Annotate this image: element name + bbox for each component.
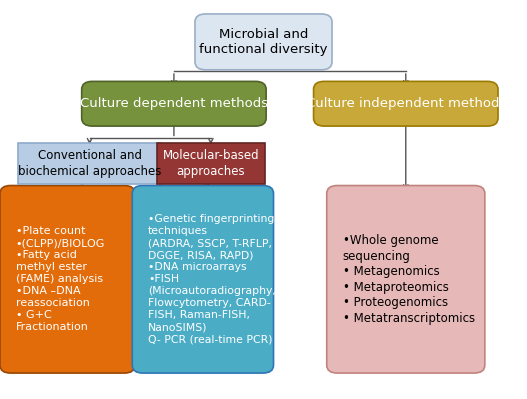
Text: Molecular-based
approaches: Molecular-based approaches xyxy=(162,149,259,178)
FancyBboxPatch shape xyxy=(18,143,161,184)
Text: Culture dependent methods: Culture dependent methods xyxy=(80,97,268,110)
FancyBboxPatch shape xyxy=(314,81,498,126)
FancyBboxPatch shape xyxy=(0,186,135,373)
FancyBboxPatch shape xyxy=(195,14,332,70)
Text: Microbial and
functional diversity: Microbial and functional diversity xyxy=(199,28,328,56)
Text: Conventional and
biochemical approaches: Conventional and biochemical approaches xyxy=(18,149,161,178)
Text: •Plate count
•(CLPP)/BIOLOG
•Fatty acid
methyl ester
(FAME) analysis
•DNA –DNA
r: •Plate count •(CLPP)/BIOLOG •Fatty acid … xyxy=(16,226,105,332)
FancyBboxPatch shape xyxy=(132,186,274,373)
FancyBboxPatch shape xyxy=(82,81,266,126)
FancyBboxPatch shape xyxy=(327,186,485,373)
Text: Culture independent methods: Culture independent methods xyxy=(306,97,506,110)
FancyBboxPatch shape xyxy=(157,143,265,184)
Text: •Genetic fingerprinting
techniques
(ARDRA, SSCP, T-RFLP,
DGGE, RISA, RAPD)
•DNA : •Genetic fingerprinting techniques (ARDR… xyxy=(148,214,276,344)
Text: •Whole genome
sequencing
• Metagenomics
• Metaproteomics
• Proteogenomics
• Meta: •Whole genome sequencing • Metagenomics … xyxy=(343,234,475,324)
